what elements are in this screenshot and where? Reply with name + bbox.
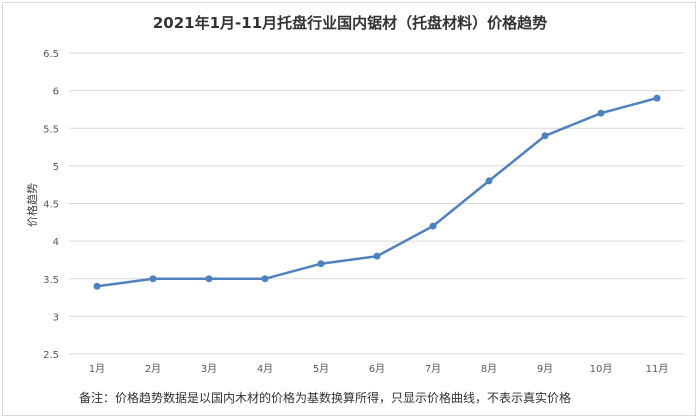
x-tick-label: 11月: [646, 363, 669, 375]
y-tick-label: 5.5: [43, 124, 59, 135]
data-point: [93, 282, 101, 290]
x-tick-label: 5月: [313, 363, 329, 375]
y-tick-label: 6.5: [43, 49, 59, 60]
y-tick-label: 4: [53, 237, 59, 248]
x-tick-label: 3月: [201, 363, 217, 375]
data-point: [541, 132, 549, 140]
x-tick-label: 7月: [425, 363, 441, 375]
data-point: [373, 252, 381, 260]
x-tick-label: 1月: [89, 363, 105, 375]
x-tick-label: 10月: [590, 363, 613, 375]
y-tick-label: 3.5: [43, 275, 59, 286]
data-point: [149, 275, 157, 283]
x-tick-label: 8月: [481, 363, 497, 375]
x-tick-label: 9月: [537, 363, 553, 375]
data-point: [205, 275, 213, 283]
y-axis-label: 价格趋势: [25, 183, 39, 227]
data-point: [597, 109, 605, 117]
data-point: [317, 260, 325, 268]
chart-title: 2021年1月-11月托盘行业国内锯材（托盘材料）价格趋势: [152, 14, 548, 32]
y-tick-label: 3: [53, 312, 59, 323]
y-tick-label: 6: [53, 87, 59, 98]
chart-frame: [2, 2, 696, 416]
x-tick-label: 6月: [369, 363, 385, 375]
data-point: [429, 222, 437, 230]
y-tick-label: 4.5: [43, 200, 59, 211]
footnote: 备注：价格趋势数据是以国内木材的价格为基数换算所得，只显示价格曲线，不表示真实价…: [79, 391, 572, 405]
y-tick-label: 2.5: [43, 350, 59, 361]
x-tick-label: 4月: [257, 363, 273, 375]
data-point: [653, 94, 661, 102]
data-point: [485, 177, 493, 185]
y-tick-label: 5: [53, 162, 59, 173]
data-point: [261, 275, 269, 283]
x-tick-label: 2月: [145, 363, 161, 375]
